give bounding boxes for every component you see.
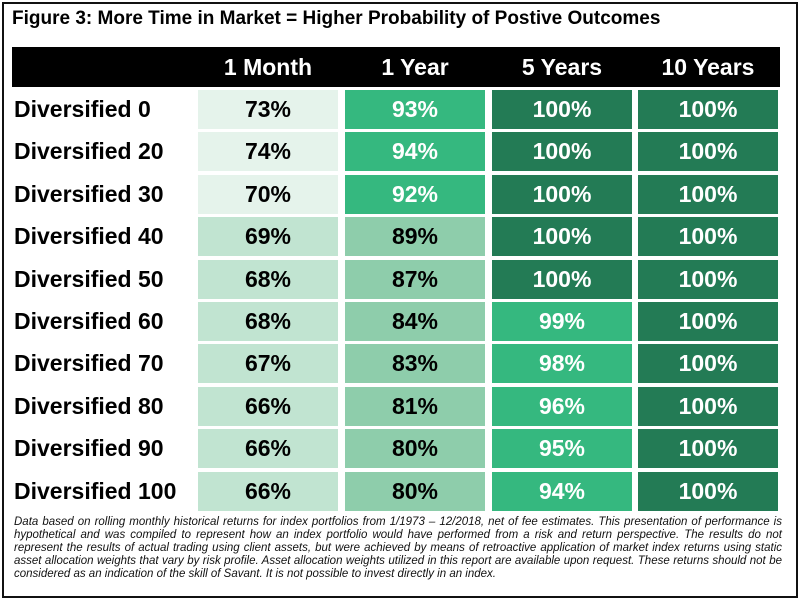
table-cell: 73% [198, 90, 338, 129]
table-cell: 100% [492, 217, 632, 257]
table-cell: 94% [492, 471, 632, 511]
row-label: Diversified 0 [14, 96, 151, 122]
table-cell: 100% [638, 386, 778, 426]
table-cell: 92% [345, 174, 485, 214]
table-cell: 68% [198, 302, 338, 341]
column-header: 1 Year [381, 54, 449, 80]
figure-title: Figure 3: More Time in Market = Higher P… [12, 8, 661, 29]
table-cell: 69% [198, 217, 338, 257]
table-cell: 83% [345, 344, 485, 384]
footnote: Data based on rolling monthly historical… [14, 516, 782, 580]
table-cell: 100% [492, 90, 632, 129]
row-label: Diversified 40 [14, 223, 164, 250]
table-cell: 67% [198, 344, 338, 384]
row-label: Diversified 100 [14, 477, 177, 504]
table-cell: 100% [638, 174, 778, 214]
table-cell: 80% [345, 471, 485, 511]
table-cell: 100% [638, 344, 778, 384]
table-cell: 99% [492, 302, 632, 341]
table-cell: 84% [345, 302, 485, 341]
table-cell: 100% [638, 429, 778, 469]
row-label: Diversified 90 [14, 435, 164, 462]
table-cell: 100% [492, 132, 632, 172]
table-cell: 100% [638, 217, 778, 257]
table-cell: 100% [638, 132, 778, 172]
column-header: 1 Month [223, 54, 313, 80]
table-cell: 74% [198, 132, 338, 172]
table-cell: 89% [345, 217, 485, 257]
column-header: 10 Years [661, 54, 755, 80]
row-label: Diversified 20 [14, 138, 164, 165]
table-cell: 100% [638, 90, 778, 129]
table-cell: 70% [198, 174, 338, 214]
table-cell: 98% [492, 344, 632, 384]
table-cell: 80% [345, 429, 485, 469]
table-cell: 100% [492, 259, 632, 299]
table-cell: 95% [492, 429, 632, 469]
row-label: Diversified 60 [14, 308, 164, 334]
table-cell: 68% [198, 259, 338, 299]
table-cell: 66% [198, 471, 338, 511]
table-cell: 93% [345, 90, 485, 129]
row-label: Diversified 50 [14, 265, 164, 292]
table-cell: 100% [638, 259, 778, 299]
table-cell: 66% [198, 429, 338, 469]
table-cell: 87% [345, 259, 485, 299]
table-cell: 100% [638, 471, 778, 511]
row-label: Diversified 80 [14, 392, 164, 419]
row-label: Diversified 30 [14, 180, 164, 207]
table-cell: 100% [638, 302, 778, 341]
row-label: Diversified 70 [14, 350, 164, 377]
table-cell: 94% [345, 132, 485, 172]
column-header: 5 Years [521, 54, 603, 80]
table-cell: 66% [198, 386, 338, 426]
table-cell: 81% [345, 386, 485, 426]
table-cell: 100% [492, 174, 632, 214]
table-cell: 96% [492, 386, 632, 426]
table-header-bar [12, 47, 780, 87]
